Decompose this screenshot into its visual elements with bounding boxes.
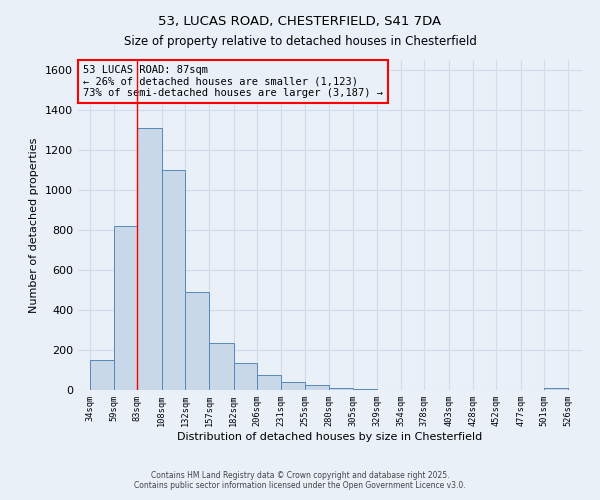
Bar bbox=[161, 170, 185, 390]
Bar bbox=[233, 363, 257, 390]
Bar bbox=[114, 226, 137, 390]
Bar bbox=[89, 360, 114, 390]
Y-axis label: Number of detached properties: Number of detached properties bbox=[29, 138, 40, 312]
Bar bbox=[209, 343, 233, 390]
Bar bbox=[185, 292, 209, 390]
Text: 53 LUCAS ROAD: 87sqm
← 26% of detached houses are smaller (1,123)
73% of semi-de: 53 LUCAS ROAD: 87sqm ← 26% of detached h… bbox=[83, 65, 383, 98]
Bar bbox=[329, 388, 353, 390]
Text: 53, LUCAS ROAD, CHESTERFIELD, S41 7DA: 53, LUCAS ROAD, CHESTERFIELD, S41 7DA bbox=[158, 15, 442, 28]
Bar bbox=[544, 388, 568, 390]
X-axis label: Distribution of detached houses by size in Chesterfield: Distribution of detached houses by size … bbox=[178, 432, 482, 442]
Bar bbox=[257, 375, 281, 390]
Bar bbox=[305, 385, 329, 390]
Bar bbox=[281, 382, 305, 390]
Bar bbox=[353, 389, 377, 390]
Bar bbox=[137, 128, 161, 390]
Text: Size of property relative to detached houses in Chesterfield: Size of property relative to detached ho… bbox=[124, 35, 476, 48]
Text: Contains HM Land Registry data © Crown copyright and database right 2025.
Contai: Contains HM Land Registry data © Crown c… bbox=[134, 470, 466, 490]
